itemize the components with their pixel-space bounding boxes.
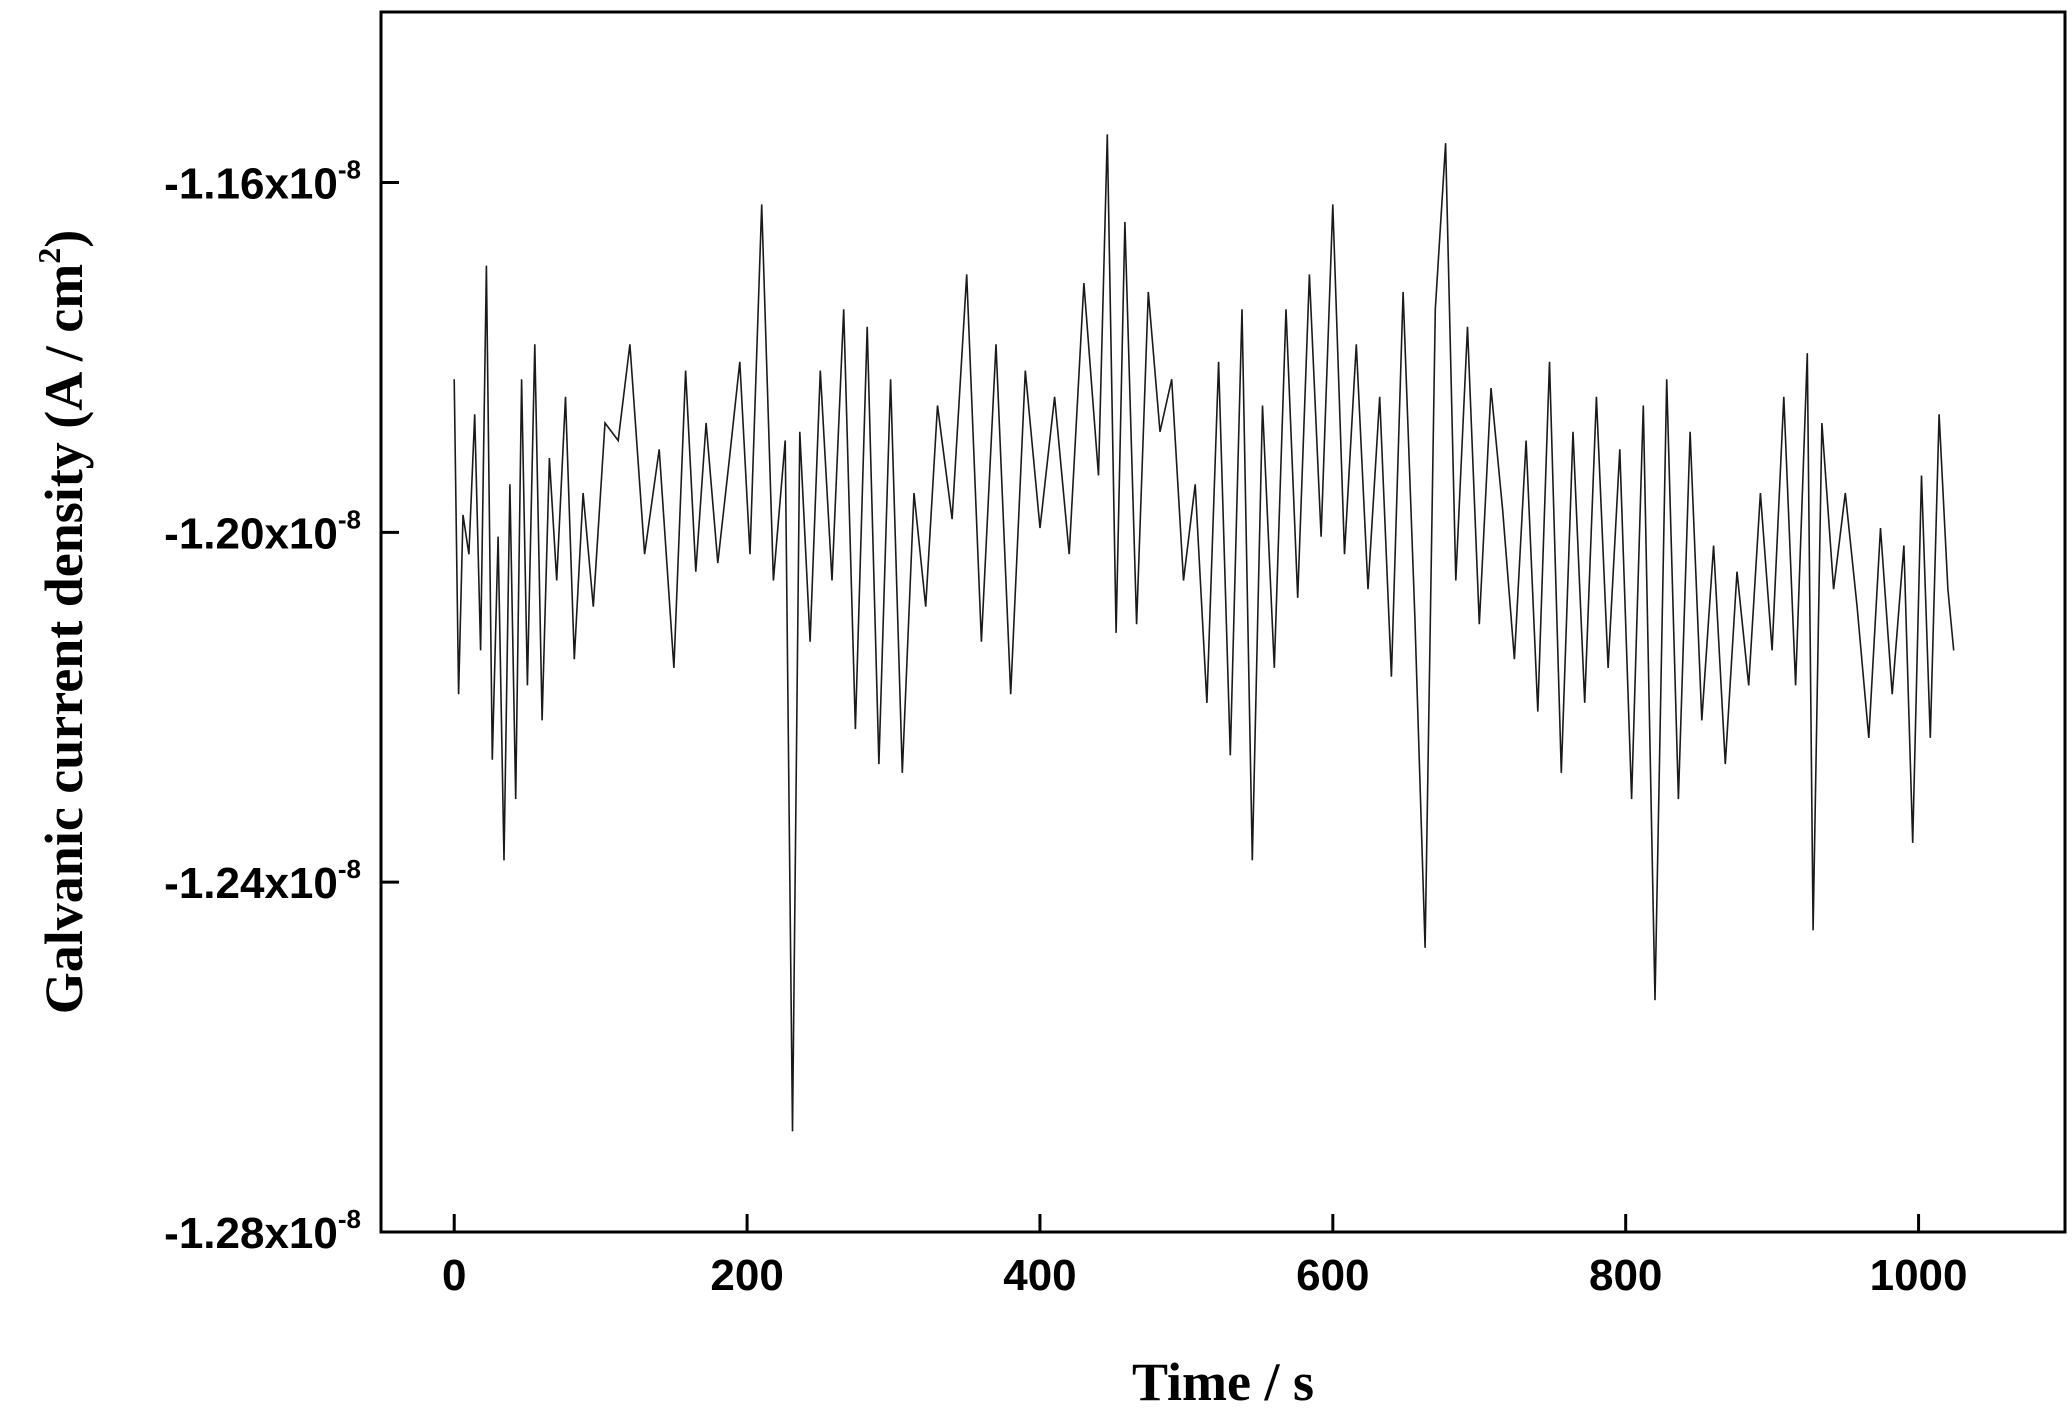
y-tick-label: -1.28x10-8 bbox=[164, 1204, 361, 1258]
y-tick-label-base: -1.16x10 bbox=[164, 160, 338, 209]
y-tick-label-exponent: -8 bbox=[338, 504, 361, 534]
y-tick-label-base: -1.24x10 bbox=[164, 859, 338, 908]
y-tick-label-base: -1.20x10 bbox=[164, 509, 338, 558]
x-axis-ticks: 0 200 400 600 800 1000 bbox=[442, 1214, 1968, 1300]
x-tick-label: 200 bbox=[710, 1251, 783, 1300]
y-tick-label-exponent: -8 bbox=[338, 854, 361, 884]
x-tick-label: 1000 bbox=[1870, 1251, 1968, 1300]
y-axis-title: Galvanic current density (A / cm2) bbox=[31, 230, 94, 1014]
plot-frame bbox=[379, 10, 2067, 1234]
y-tick-label: -1.20x10-8 bbox=[164, 504, 361, 558]
series-layer bbox=[453, 134, 1955, 1132]
x-tick-label: 400 bbox=[1003, 1251, 1076, 1300]
y-tick-label-exponent: -8 bbox=[338, 1204, 361, 1234]
x-axis-title: Time / s bbox=[1132, 1352, 1314, 1411]
y-tick-label-base: -1.28x10 bbox=[164, 1209, 338, 1258]
x-tick-label: 800 bbox=[1589, 1251, 1662, 1300]
x-tick-label: 600 bbox=[1296, 1251, 1369, 1300]
x-tick-label: 0 bbox=[442, 1251, 466, 1300]
y-tick-label: -1.16x10-8 bbox=[164, 155, 361, 209]
y-axis-title-superscript: 2 bbox=[31, 248, 67, 264]
y-tick-label-exponent: -8 bbox=[338, 155, 361, 185]
y-axis-title-tail: ) bbox=[34, 230, 94, 248]
series-line bbox=[453, 134, 1955, 1132]
y-axis-title-main: Galvanic current density (A / cm bbox=[34, 264, 94, 1014]
y-tick-label: -1.24x10-8 bbox=[164, 854, 361, 908]
y-axis-ticks: -1.16x10-8-1.20x10-8-1.24x10-8-1.28x10-8 bbox=[164, 155, 399, 1258]
